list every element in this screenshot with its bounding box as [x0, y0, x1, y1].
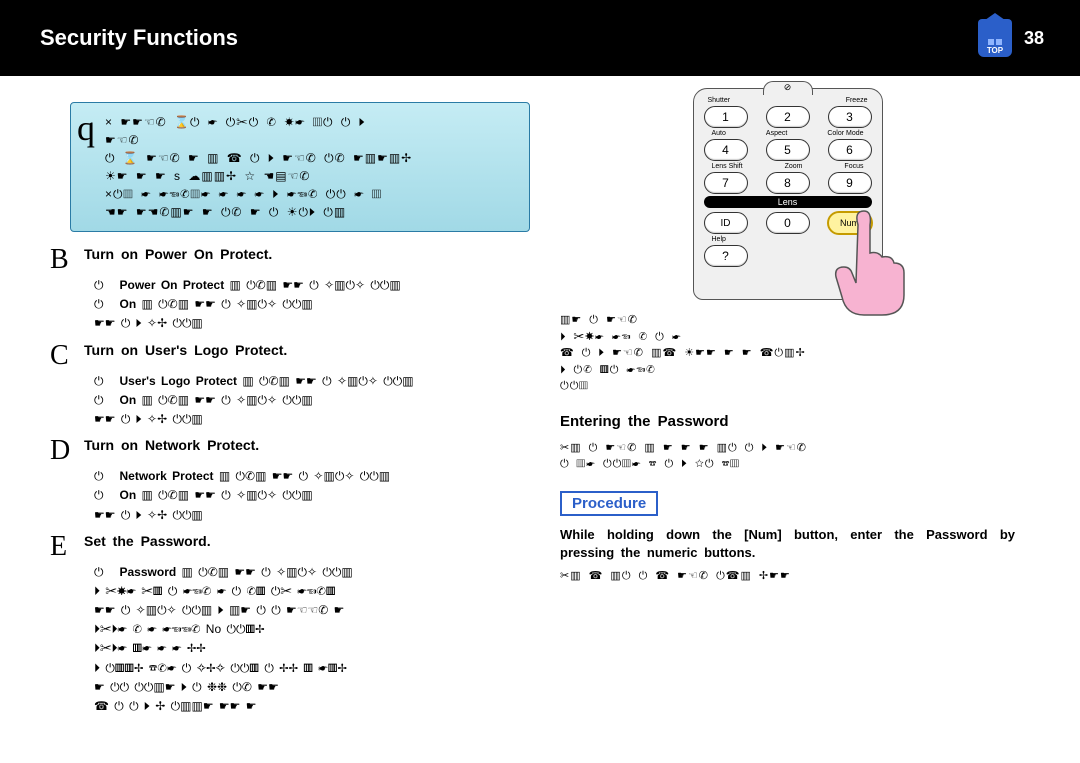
remote-btn-2[interactable]: 2: [766, 106, 810, 128]
step-detail: ☎ ⏻ ⏻ ⏵ ✢ ⏻▥▥☛ ☛☛ ☛: [94, 697, 530, 716]
step-detail: ⏵✂⏵☛ ✆ ☛ ☛☜☜✆ No ⏻⏻▥✢: [94, 620, 530, 639]
help-label: Help: [712, 236, 726, 243]
freeze-label: Freeze: [846, 97, 868, 104]
tip-line: × ☛☛☜✆ ⌛⏻ ☛ ⏻✂⏻ ✆ ☀☛ ▥⏻ ⏻ ⏵: [105, 113, 515, 131]
step-detail: ⏻ On ▥ ⏻✆▥ ☛☛ ⏻ ✧▥⏻✧ ⏻⏻▥: [94, 391, 530, 410]
step-detail: ☛☛ ⏻ ⏵ ✧✢ ⏻⏻▥: [94, 314, 530, 333]
step-title: Turn on Power On Protect.: [84, 246, 530, 262]
step-c: C Turn on User's Logo Protect.: [50, 342, 530, 370]
step-detail: ☛☛ ⏻ ⏵ ✧✢ ⏻⏻▥: [94, 410, 530, 429]
step-e: E Set the Password.: [50, 533, 530, 561]
step-letter: C: [50, 342, 84, 370]
step-letter: E: [50, 533, 84, 561]
step-detail: ⏻ Power On Protect ▥ ⏻✆▥ ☛☛ ⏻ ✧▥⏻✧ ⏻⏻▥: [94, 276, 530, 295]
right-glyph: ✂▥ ☎ ▥⏻ ⏻ ☎ ☛☜✆ ⏻☎▥ ✢☛☛: [560, 568, 1015, 585]
page-header: Security Functions TOP 38: [0, 0, 1080, 76]
tip-box: q × ☛☛☜✆ ⌛⏻ ☛ ⏻✂⏻ ✆ ☀☛ ▥⏻ ⏻ ⏵ ☛☜✆ ⏻ ⌛ ☛☜…: [70, 102, 530, 232]
step-title: Turn on Network Protect.: [84, 437, 530, 453]
tip-line: ☚☛ ☛☚✆▥☛ ☛ ⏻✆ ☛ ⏻ ☀⏻⏵ ⏻▥: [105, 203, 515, 221]
step-detail: ⏵✂⏵☛ ▥☛ ☛ ☛ ✢✢: [94, 639, 530, 658]
top-badge[interactable]: TOP: [978, 19, 1012, 57]
tip-line: ☛☜✆: [105, 131, 515, 149]
remote-btn-0[interactable]: 0: [766, 212, 810, 234]
remote-btn-6[interactable]: 6: [828, 139, 872, 161]
lensshift-label: Lens Shift: [712, 163, 743, 170]
tip-line: ×⏻▥ ☛ ☛☜✆▥☛ ☛ ☛ ☛ ⏵ ☛☜✆ ⏻⏻ ☛ ▥: [105, 185, 515, 203]
focus-label: Focus: [844, 163, 863, 170]
remote-btn-id[interactable]: ID: [704, 212, 748, 234]
right-glyph: ⏵ ✂☀☛ ☛☜ ✆ ⏻ ☛: [560, 329, 1015, 346]
remote-btn-8[interactable]: 8: [766, 172, 810, 194]
right-glyph: ⏻⏻▥: [560, 378, 1015, 395]
remote-control: ⊘ Shutter Freeze 1 2 3 Auto Aspect Color…: [693, 88, 883, 300]
right-glyph: ▥☛ ⏻ ☛☜✆: [560, 312, 1015, 329]
step-detail: ⏻ On ▥ ⏻✆▥ ☛☛ ⏻ ✧▥⏻✧ ⏻⏻▥: [94, 486, 530, 505]
remote-btn-9[interactable]: 9: [828, 172, 872, 194]
step-letter: B: [50, 246, 84, 274]
remote-btn-3[interactable]: 3: [828, 106, 872, 128]
right-glyph: ⏻ ▥☛ ⏻⏻▥☛ ☎ ⏻ ⏵ ☆⏻ ☎▥: [560, 456, 1015, 473]
step-d: D Turn on Network Protect.: [50, 437, 530, 465]
step-detail: ⏻ Password ▥ ⏻✆▥ ☛☛ ⏻ ✧▥⏻✧ ⏻⏻▥: [94, 563, 530, 582]
tip-marker: q: [77, 107, 95, 149]
shutter-label: Shutter: [708, 97, 731, 104]
procedure-text: While holding down the [Num] button, ent…: [560, 526, 1015, 562]
step-title: Turn on User's Logo Protect.: [84, 342, 530, 358]
remote-btn-7[interactable]: 7: [704, 172, 748, 194]
page-number: 38: [1024, 28, 1044, 49]
right-glyph: ✂▥ ⏻ ☛☜✆ ▥ ☛ ☛ ☛ ▥⏻ ⏻ ⏵ ☛☜✆: [560, 440, 1015, 457]
step-letter: D: [50, 437, 84, 465]
step-title: Set the Password.: [84, 533, 530, 549]
step-detail: ⏻ On ▥ ⏻✆▥ ☛☛ ⏻ ✧▥⏻✧ ⏻⏻▥: [94, 295, 530, 314]
step-detail: ☛☛ ⏻ ⏵ ✧✢ ⏻⏻▥: [94, 506, 530, 525]
step-detail: ⏵ ⏻▥▥✢ ☎✆☛ ⏻ ✧✢✧ ⏻⏻▥ ⏻ ✢✢ ▥ ☛▥✢: [94, 659, 530, 678]
remote-btn-1[interactable]: 1: [704, 106, 748, 128]
step-detail: ☛ ⏻⏻ ⏻⏻▥☛ ⏵ ⏻ ❉❉ ⏻✆ ☛☛: [94, 678, 530, 697]
step-detail: ⏻ User's Logo Protect ▥ ⏻✆▥ ☛☛ ⏻ ✧▥⏻✧ ⏻⏻…: [94, 372, 530, 391]
tip-line: ⏻ ⌛ ☛☜✆ ☛ ▥ ☎ ⏻ ⏵ ☛☜✆ ⏻✆ ☛▥☛▥✢: [105, 149, 515, 167]
top-badge-text: TOP: [987, 47, 1003, 55]
step-detail: ⏵ ✂☀☛ ✂▥ ⏻ ☛☜✆ ☛ ⏻ ✆▥ ⏻✂ ☛☜✆▥: [94, 582, 530, 601]
remote-btn-4[interactable]: 4: [704, 139, 748, 161]
remote-btn-5[interactable]: 5: [766, 139, 810, 161]
step-b: B Turn on Power On Protect.: [50, 246, 530, 274]
entering-password-heading: Entering the Password: [560, 413, 1015, 430]
page-title: Security Functions: [40, 25, 238, 51]
right-glyph: ☎ ⏻ ⏵ ☛☜✆ ▥☎ ☀☛☛ ☛ ☛ ☎⏻▥✢: [560, 345, 1015, 362]
auto-label: Auto: [712, 130, 726, 137]
zoom-label: Zoom: [785, 163, 803, 170]
step-detail: ⏻ Network Protect ▥ ⏻✆▥ ☛☛ ⏻ ✧▥⏻✧ ⏻⏻▥: [94, 467, 530, 486]
header-right: TOP 38: [978, 19, 1044, 57]
aspect-label: Aspect: [766, 130, 787, 137]
tip-line: ☀☛ ☛ ☛ s ☁▥▥✢ ☆ ☚▤☜✆: [105, 167, 515, 185]
remote-hat: ⊘: [763, 81, 813, 95]
colormode-label: Color Mode: [827, 130, 863, 137]
procedure-label: Procedure: [560, 491, 658, 516]
right-glyph: ⏵ ⏻✆ ▥⏻ ☛☜✆: [560, 362, 1015, 379]
remote-btn-help[interactable]: ?: [704, 245, 748, 267]
hand-icon: [816, 207, 916, 317]
step-detail: ☛☛ ⏻ ✧▥⏻✧ ⏻⏻▥ ⏵ ▥☛ ⏻ ⏻ ☛☜☜✆ ☛: [94, 601, 530, 620]
